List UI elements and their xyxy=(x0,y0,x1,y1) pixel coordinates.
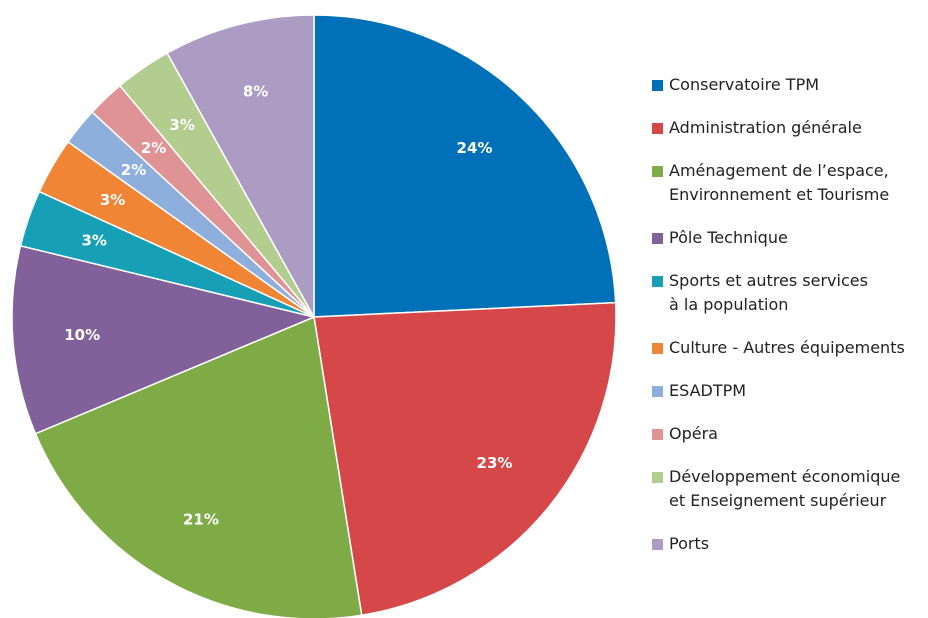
data-label: 3% xyxy=(100,191,125,209)
data-label: 3% xyxy=(169,116,194,134)
legend-item: Culture - Autres équipements xyxy=(652,336,905,360)
legend-label: Administration générale xyxy=(669,118,862,137)
legend-label: Conservatoire TPM xyxy=(669,75,820,94)
legend-swatch xyxy=(652,233,663,244)
legend-item: Administration générale xyxy=(652,116,905,140)
legend-swatch xyxy=(652,80,663,91)
pie-slice xyxy=(313,14,617,318)
legend-label: Opéra xyxy=(669,424,718,443)
data-label: 3% xyxy=(82,231,107,249)
legend-swatch xyxy=(652,276,663,287)
legend-swatch xyxy=(652,539,663,550)
legend-item: Opéra xyxy=(652,422,905,446)
data-label: 23% xyxy=(477,454,513,472)
legend-swatch xyxy=(652,472,663,483)
legend-item: ESADTPM xyxy=(652,379,905,403)
pie-slice xyxy=(11,244,317,435)
legend-label: Sports et autres services à la populatio… xyxy=(669,271,868,314)
legend-swatch xyxy=(652,386,663,397)
data-label: 21% xyxy=(183,511,219,529)
legend-label: Culture - Autres équipements xyxy=(669,338,905,357)
legend-item: Sports et autres services à la populatio… xyxy=(652,269,905,317)
legend-swatch xyxy=(652,123,663,134)
data-label: 8% xyxy=(243,82,268,100)
legend-item: Ports xyxy=(652,532,905,556)
legend-item: Aménagement de l’espace, Environnement e… xyxy=(652,159,905,207)
legend-label: Développement économique et Enseignement… xyxy=(669,467,901,510)
data-label: 2% xyxy=(141,139,166,157)
legend-swatch xyxy=(652,166,663,177)
legend: Conservatoire TPM Administration générale… xyxy=(652,73,905,556)
data-label: 24% xyxy=(457,139,493,157)
legend-label: Aménagement de l’espace, Environnement e… xyxy=(669,161,890,204)
legend-item: Développement économique et Enseignement… xyxy=(652,465,905,513)
data-label: 2% xyxy=(121,161,146,179)
legend-label: ESADTPM xyxy=(669,381,747,400)
legend-label: Pôle Technique xyxy=(669,228,788,247)
legend-item: Pôle Technique xyxy=(652,226,905,250)
legend-swatch xyxy=(652,343,663,354)
chart: 24%23%21%10%3%3%2%2%3%8% xyxy=(11,14,617,618)
pie-slice xyxy=(34,315,363,618)
legend-label: Ports xyxy=(669,534,710,553)
legend-item: Conservatoire TPM xyxy=(652,73,905,97)
legend-swatch xyxy=(652,429,663,440)
pie-slice xyxy=(313,301,617,617)
data-label: 10% xyxy=(64,326,100,344)
pie-slice xyxy=(166,14,315,320)
